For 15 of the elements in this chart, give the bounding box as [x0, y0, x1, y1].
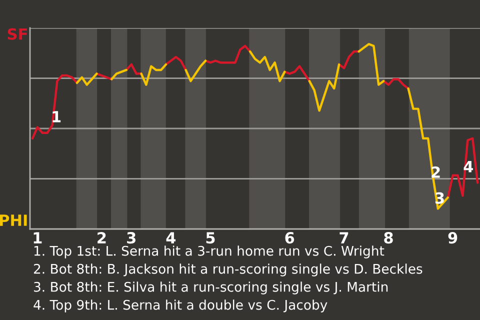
x-tick-label: 9: [448, 232, 458, 244]
text: 3. Bot 8th: E. Silva hit a run-scoring single vs J. Martin: [34, 282, 388, 294]
x-tick-label: 2: [98, 232, 106, 244]
text: 2. Bot 8th: B. Jackson hit a run-scoring single vs D. Beckles: [34, 264, 422, 276]
x-tick-label: 3: [127, 232, 136, 244]
x-tick-label: 8: [384, 232, 393, 244]
x-tick-label: 7: [340, 232, 348, 244]
x-tick-label: 1: [34, 232, 42, 244]
text: SF: [8, 28, 27, 40]
x-tick-label: 4: [166, 232, 176, 244]
text: 4. Top 9th: L. Serna hit a double vs C. Jacoby: [34, 300, 328, 312]
x-tick-label: 5: [206, 232, 215, 244]
text: 1. Top 1st: L. Serna hit a 3-run home run vs C. Wright: [34, 246, 384, 258]
text: PHI: [0, 214, 27, 226]
x-tick-label: 6: [285, 232, 294, 244]
